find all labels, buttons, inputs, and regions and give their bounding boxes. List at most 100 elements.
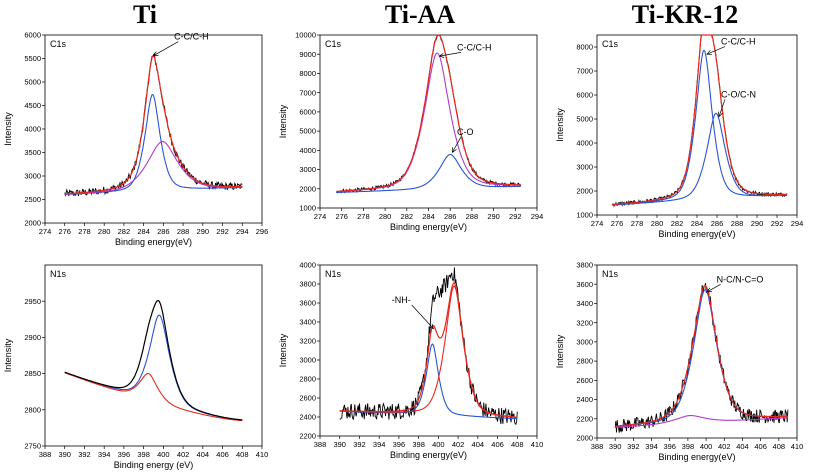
annotation-arrow	[153, 41, 179, 56]
y-tick-label: 2400	[576, 395, 593, 404]
y-tick-label: 3400	[299, 318, 316, 327]
x-tick-label: 288	[177, 227, 190, 236]
fitted-component-line	[64, 314, 243, 421]
y-tick-label: 3400	[576, 299, 593, 308]
y-tick-label: 5000	[576, 115, 593, 124]
fitted-component-line	[611, 49, 788, 206]
y-tick-label: 2750	[24, 442, 41, 451]
x-tick-label: 408	[511, 440, 524, 449]
x-tick-label: 400	[157, 450, 170, 459]
y-tick-label: 2400	[299, 413, 316, 422]
annotation-arrowhead	[451, 147, 457, 153]
plot-frame	[596, 264, 798, 439]
x-tick-label: 282	[671, 219, 684, 228]
raw-spectrum-line	[614, 283, 789, 433]
chart-tiaa-c1s: 274 276 278 280 282 284 286 288 290 292 294 1000 200…	[278, 31, 543, 232]
panel-label: C1s	[602, 39, 619, 49]
x-tick-label: 286	[157, 227, 170, 236]
y-tick-label: 4000	[24, 125, 41, 134]
chart-tikr-c1s: 274 276 278 280 282 284 286 288 290 292 294 1000 200…	[555, 34, 803, 239]
x-tick-label: 396	[393, 440, 406, 449]
x-tick-label: 292	[771, 219, 784, 228]
x-tick-label: 282	[401, 212, 414, 221]
y-tick-label: 10000	[295, 31, 316, 40]
x-tick-label: 400	[432, 440, 445, 449]
fit-envelope-line	[64, 55, 243, 195]
x-tick-label: 392	[627, 442, 640, 451]
y-tick-label: 9000	[299, 50, 316, 59]
annotation-label: C-O	[457, 127, 474, 137]
annotation-label: C-O/C-N	[721, 89, 756, 99]
y-tick-label: 4000	[299, 146, 316, 155]
fitted-component-line	[64, 372, 243, 422]
y-tick-label: 8000	[576, 43, 593, 52]
chart-ti-n1s: 388 390 392 394 396 398 400 402 404 406 408 410 2750…	[3, 264, 269, 470]
chart-tiaa-n1s: 388 390 392 394 396 398 400 402 404 406 408 410 2200…	[278, 261, 543, 460]
y-tick-label: 2000	[299, 184, 316, 193]
panel-label: N1s	[50, 269, 67, 279]
y-tick-label: 2200	[299, 432, 316, 441]
x-tick-label: 408	[773, 442, 786, 451]
x-tick-label: 280	[98, 227, 111, 236]
y-tick-label: 6000	[576, 91, 593, 100]
y-tick-label: 3600	[576, 280, 593, 289]
annotation-arrow	[706, 46, 726, 55]
annotation-arrowhead	[438, 52, 445, 58]
x-axis-label: Binding energy(eV)	[390, 450, 467, 460]
annotation-label: -NH-	[392, 295, 411, 305]
y-tick-label: 3500	[24, 148, 41, 157]
y-tick-label: 3000	[576, 337, 593, 346]
annotation-arrow	[718, 99, 726, 117]
y-axis-label: Intensity	[278, 333, 288, 367]
column-title-ti-kr-12: Ti-KR-12	[631, 0, 739, 29]
y-tick-label: 2800	[24, 405, 41, 414]
y-tick-label: 3800	[576, 261, 593, 270]
y-tick-label: 2000	[576, 434, 593, 443]
x-tick-label: 284	[137, 227, 150, 236]
x-tick-label: 398	[412, 440, 425, 449]
x-tick-label: 292	[216, 227, 229, 236]
y-tick-label: 3800	[299, 280, 316, 289]
y-tick-label: 5000	[299, 127, 316, 136]
y-tick-label: 4000	[299, 261, 316, 270]
x-tick-label: 394	[98, 450, 111, 459]
x-tick-label: 284	[691, 219, 704, 228]
y-tick-label: 5500	[24, 54, 41, 63]
x-tick-label: 286	[444, 212, 457, 221]
x-tick-label: 398	[682, 442, 695, 451]
x-tick-label: 390	[609, 442, 622, 451]
chart-tikr-n1s: 388 390 392 394 396 398 400 402 404 406 408 410 2000…	[555, 261, 803, 462]
y-tick-label: 2850	[24, 369, 41, 378]
x-axis-label: Binding energy(eV)	[390, 222, 467, 232]
x-tick-label: 278	[631, 219, 644, 228]
annotation-label: C-C/C-H	[174, 32, 209, 42]
panel-label: N1s	[325, 269, 342, 279]
chart-ti-c1s: 274 276 278 280 282 284 286 288 290 292 294 296 2000…	[3, 31, 268, 247]
annotation-label: C-C/C-H	[721, 37, 756, 47]
x-tick-label: 288	[466, 212, 479, 221]
x-tick-label: 404	[472, 440, 485, 449]
x-axis-label: Binding energy(eV)	[115, 237, 192, 247]
fit-envelope-line	[615, 284, 788, 427]
x-tick-label: 278	[357, 212, 370, 221]
y-tick-label: 2200	[576, 414, 593, 423]
x-tick-label: 288	[731, 219, 744, 228]
y-tick-label: 3000	[24, 172, 41, 181]
panel-label: C1s	[50, 39, 67, 49]
x-tick-label: 406	[754, 442, 767, 451]
plot-frame	[596, 34, 798, 216]
x-tick-label: 388	[39, 450, 52, 459]
y-tick-label: 1000	[299, 204, 316, 213]
annotation-arrowhead	[706, 287, 713, 293]
x-tick-label: 290	[487, 212, 500, 221]
fitted-component-line	[336, 153, 521, 194]
y-tick-label: 3600	[299, 299, 316, 308]
y-tick-label: 2900	[24, 333, 41, 342]
x-tick-label: 410	[256, 450, 269, 459]
annotation-label: C-C/C-H	[457, 42, 492, 52]
fit-envelope-line	[339, 282, 518, 418]
y-tick-label: 1000	[576, 211, 593, 220]
x-tick-label: 280	[379, 212, 392, 221]
y-tick-label: 2500	[24, 195, 41, 204]
